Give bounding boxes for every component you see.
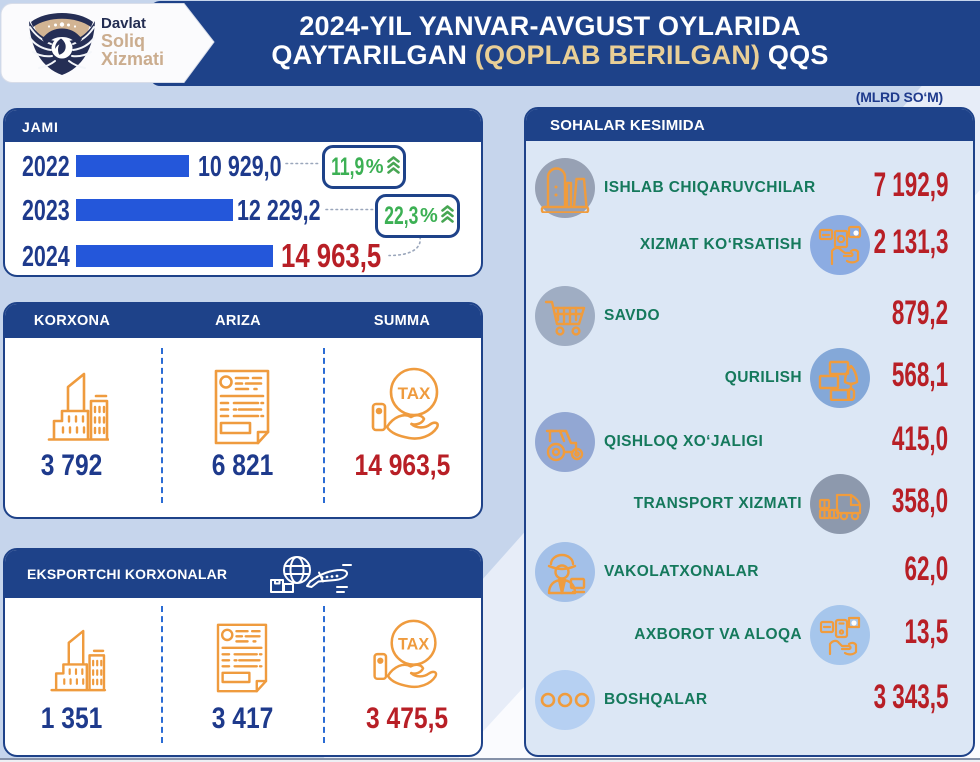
svg-text:TAX: TAX — [398, 384, 431, 403]
svg-text:TAX: TAX — [398, 635, 429, 653]
